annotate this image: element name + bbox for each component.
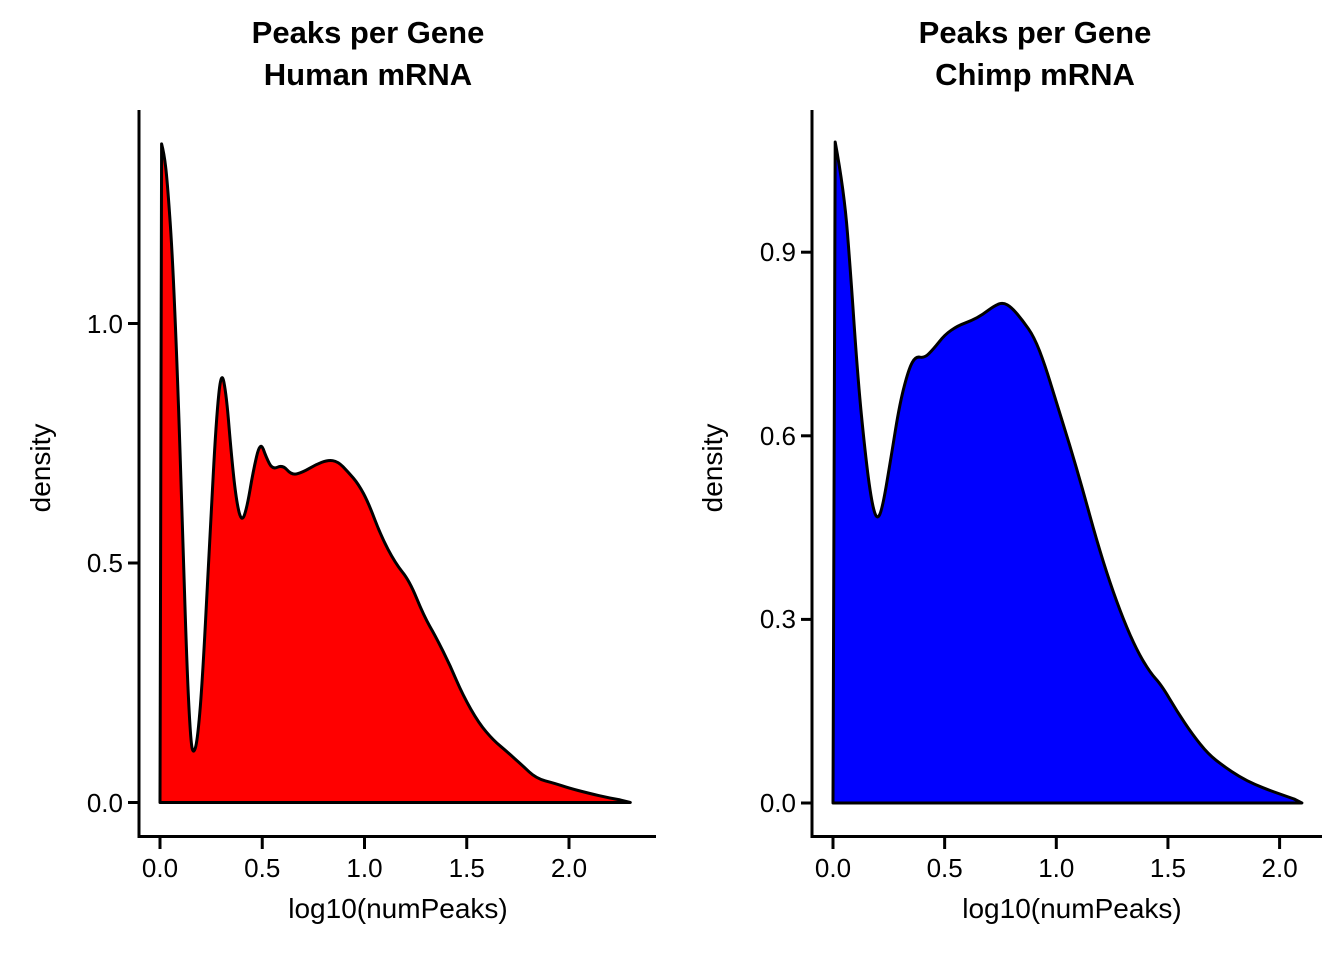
right-y-tick-label: 0.3 xyxy=(759,604,796,635)
left-x-tick-label: 2.0 xyxy=(550,853,588,883)
left-y-axis-label: density xyxy=(25,423,56,513)
right-density-curve xyxy=(831,140,1304,805)
right-plot-title-line1: Peaks per Gene xyxy=(918,15,1152,50)
left-y-tick-label: 0.0 xyxy=(86,787,123,818)
right-plot-title-line2: Chimp mRNA xyxy=(935,57,1135,92)
right-x-tick-label: 0.5 xyxy=(926,853,963,883)
left-y-tick-label: 1.0 xyxy=(86,308,123,339)
right-plot-title: Peaks per Gene Chimp mRNA xyxy=(835,12,1235,96)
left-x-tick-label: 0.5 xyxy=(244,853,281,883)
left-x-axis-label: log10(numPeaks) xyxy=(288,893,508,924)
left-plot-title-line1: Peaks per Gene xyxy=(251,15,485,50)
right-x-axis-label: log10(numPeaks) xyxy=(962,893,1182,924)
left-x-tick-label: 1.5 xyxy=(448,853,485,883)
left-density-curve xyxy=(158,142,632,804)
right-x-tick-label: 1.5 xyxy=(1149,853,1187,883)
right-x-tick-label: 1.0 xyxy=(1038,853,1075,883)
left-x-tick-label: 1.0 xyxy=(346,853,383,883)
right-x-tick-label: 0.0 xyxy=(814,853,852,883)
right-y-axis-label: density xyxy=(697,423,728,513)
right-y-tick-label: 0.6 xyxy=(759,420,796,451)
left-plot-title: Peaks per Gene Human mRNA xyxy=(168,12,568,96)
left-plot-title-line2: Human mRNA xyxy=(263,57,473,92)
right-x-tick-label: 2.0 xyxy=(1261,853,1298,883)
left-y-tick-label: 0.5 xyxy=(86,548,123,578)
left-x-tick-label: 0.0 xyxy=(141,853,179,883)
right-y-tick-label: 0.9 xyxy=(759,237,796,268)
right-y-tick-label: 0.0 xyxy=(759,788,796,818)
